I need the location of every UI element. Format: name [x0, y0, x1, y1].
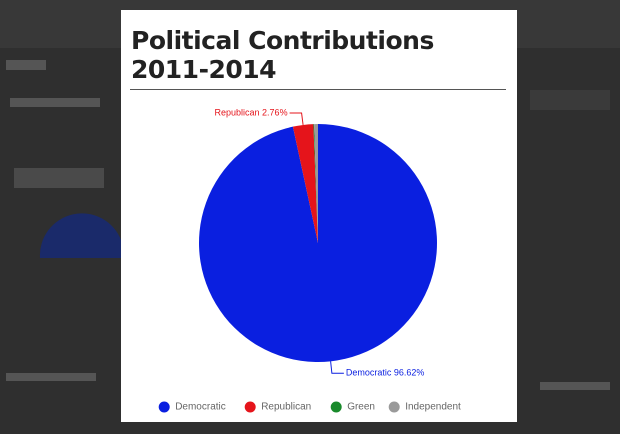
label-leader: [289, 112, 304, 126]
pie-slice: [199, 124, 437, 362]
label-leader: [330, 361, 344, 374]
legend-swatch: [244, 401, 256, 413]
pie-slice: [314, 124, 318, 243]
blurred-text: [10, 98, 100, 107]
legend-label: Democratic: [175, 402, 226, 413]
chart-title: Political Contributions 2011-2014: [131, 26, 434, 84]
legend-label: Independent: [405, 402, 461, 413]
blurred-button: [530, 90, 610, 110]
legend-swatch: [158, 401, 170, 413]
blurred-text: [6, 60, 46, 70]
pie-slice: [292, 124, 318, 243]
blurred-pie: [39, 213, 121, 258]
legend-swatch: [330, 401, 342, 413]
blurred-text: [14, 168, 104, 188]
legend-label: Green: [347, 402, 375, 413]
pie-slice: [313, 124, 318, 243]
data-label: Republican 2.76%: [215, 107, 288, 117]
data-label: Democratic 96.62%: [346, 368, 425, 378]
blurred-text: [6, 373, 96, 381]
legend-swatch: [388, 401, 400, 413]
legend-label: Republican: [261, 402, 311, 413]
chart: Democratic 96.62% Republican 2.76% Democra…: [158, 107, 461, 413]
blurred-text: [540, 382, 610, 390]
modal: Political Contributions 2011-2014 Democr…: [121, 10, 517, 422]
title-rule: [130, 89, 506, 90]
